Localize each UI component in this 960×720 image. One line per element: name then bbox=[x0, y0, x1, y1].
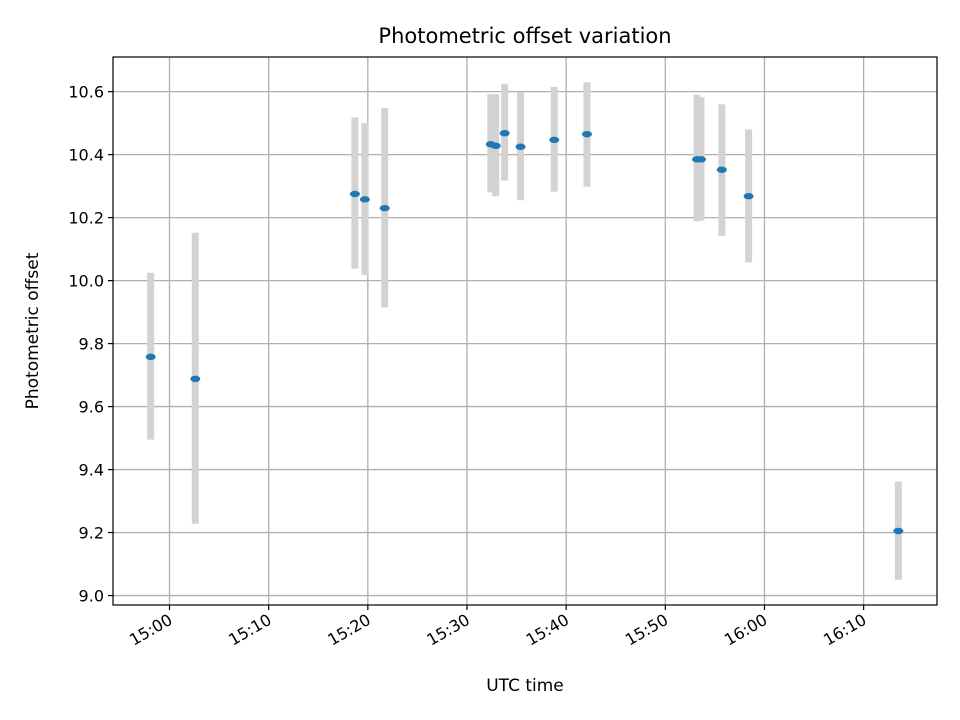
x-axis: 15:00 15:10 15:20 15:30 15:40 15:50 16:00 16:10 bbox=[126, 605, 870, 650]
data-point bbox=[490, 142, 501, 150]
data-point bbox=[893, 527, 904, 535]
y-tick-label: 9.0 bbox=[79, 587, 104, 606]
x-axis-label: UTC time bbox=[486, 676, 564, 696]
grid bbox=[113, 57, 937, 605]
x-tick-label: 15:20 bbox=[324, 610, 373, 650]
y-tick-label: 9.2 bbox=[79, 524, 104, 543]
data-point bbox=[379, 204, 390, 212]
error-bars bbox=[147, 82, 902, 580]
chart-title: Photometric offset variation bbox=[378, 24, 671, 48]
x-tick-label: 15:00 bbox=[126, 610, 175, 650]
data-point bbox=[515, 143, 526, 150]
y-tick-label: 10.4 bbox=[68, 146, 104, 165]
x-tick-label: 15:40 bbox=[523, 610, 572, 650]
x-tick-label: 16:00 bbox=[721, 610, 770, 650]
y-axis: 9.0 9.2 9.4 9.6 9.8 10.0 10.2 10.4 10.6 bbox=[68, 83, 113, 606]
y-tick-label: 10.2 bbox=[68, 209, 104, 228]
y-tick-label: 10.0 bbox=[68, 272, 104, 291]
y-axis-label: Photometric offset bbox=[23, 252, 43, 409]
data-point bbox=[499, 130, 510, 137]
y-tick-label: 10.6 bbox=[68, 83, 104, 102]
data-point bbox=[349, 190, 360, 198]
x-tick-label: 15:10 bbox=[225, 610, 274, 650]
x-tick-label: 16:10 bbox=[820, 610, 869, 650]
data-point bbox=[716, 166, 727, 173]
x-tick-label: 15:30 bbox=[424, 610, 473, 650]
x-tick-label: 15:50 bbox=[622, 610, 671, 650]
y-tick-label: 9.6 bbox=[79, 398, 104, 417]
data-point bbox=[743, 193, 754, 200]
data-point bbox=[190, 375, 201, 383]
y-tick-label: 9.8 bbox=[79, 335, 104, 354]
y-tick-label: 9.4 bbox=[79, 461, 104, 480]
data-point bbox=[359, 196, 370, 203]
data-point bbox=[581, 130, 592, 138]
plot-frame bbox=[112, 56, 938, 606]
data-point bbox=[696, 156, 707, 163]
data-point bbox=[145, 353, 156, 361]
data-point bbox=[549, 136, 560, 144]
data-points bbox=[145, 130, 904, 535]
